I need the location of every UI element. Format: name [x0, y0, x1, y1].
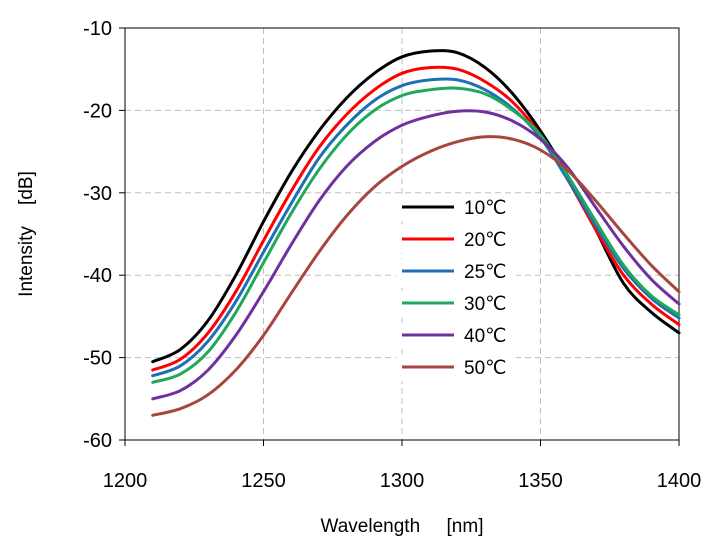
series-line-5 [151, 109, 681, 401]
y-tick-label: -20 [83, 100, 112, 122]
series-line-6 [151, 135, 681, 417]
y-tick-label: -50 [83, 348, 112, 370]
series-line-2 [151, 65, 681, 372]
legend-label: 40℃ [464, 326, 506, 347]
y-tick-label: -30 [83, 183, 112, 205]
x-tick-label: 1200 [103, 470, 148, 492]
x-tick-label: 1300 [380, 470, 425, 492]
legend-label: 25℃ [464, 262, 506, 283]
y-tick-label: -40 [83, 265, 112, 287]
x-axis-label: Wavelength [nm] [321, 516, 484, 537]
series-line-4 [151, 86, 681, 384]
legend-label: 10℃ [464, 198, 506, 219]
y-tick-label: -60 [83, 430, 112, 452]
legend-label: 50℃ [464, 358, 506, 379]
series-line-3 [151, 77, 681, 378]
legend-label: 30℃ [464, 294, 506, 315]
y-axis-label: Intensity [dB] [16, 171, 37, 297]
series-lines [151, 49, 681, 417]
x-tick-label: 1400 [657, 470, 702, 492]
legend-label: 20℃ [464, 230, 506, 251]
x-tick-label: 1250 [241, 470, 286, 492]
x-tick-label: 1350 [518, 470, 563, 492]
axis-ticks: 1200 1250 1300 1350 1400 -60 -50 -40 -30 -20 -10 [83, 18, 701, 492]
legend: 10℃ 20℃ 25℃ 30℃ 40℃ 50℃ [396, 195, 516, 381]
y-tick-label: -10 [83, 18, 112, 40]
